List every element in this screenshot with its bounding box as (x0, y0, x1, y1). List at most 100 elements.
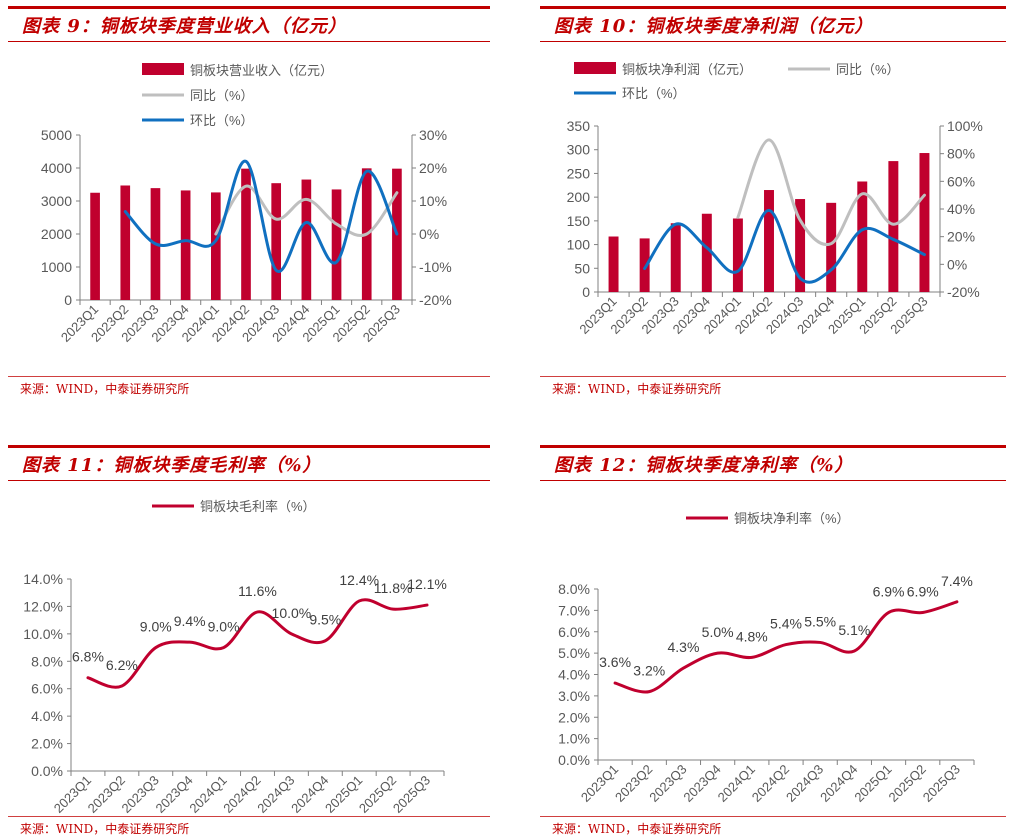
y-tick-label: 50 (574, 260, 590, 276)
x-tick-label: 2024Q4 (817, 762, 860, 805)
title-underline (540, 480, 1006, 481)
bar-2023Q4 (701, 213, 712, 292)
title-top-rule (540, 6, 1006, 9)
x-tick-label: 2023Q2 (612, 762, 655, 805)
qoq-line (643, 208, 926, 284)
y2-tick-label: 100% (947, 118, 983, 134)
y2-tick-label: -10% (419, 259, 452, 275)
data-label: 5.5% (804, 613, 836, 629)
chart-9-plot: 0 1000 2000 3000 4000 5000 -20% -10% 0% 10% 20% 30%… (41, 63, 452, 345)
legend-swatch-profit (574, 62, 616, 74)
bar-2024Q4 (301, 179, 312, 300)
data-label: 9.4% (174, 613, 206, 629)
y-tick-label: 6.0% (558, 624, 590, 640)
data-label: 6.8% (72, 649, 104, 665)
y-tick-label: 14.0% (23, 571, 63, 587)
bar-2024Q4 (826, 202, 837, 292)
source-rule (540, 816, 1006, 817)
bar-2025Q1 (857, 181, 868, 292)
x-tick-label: 2025Q2 (886, 762, 929, 805)
legend-swatch-revenue (142, 63, 184, 75)
source-note: 来源：WIND，中泰证券研究所 (552, 382, 722, 396)
y2-tick-label: 40% (947, 201, 975, 217)
legend-label-revenue: 铜板块营业收入（亿元） (190, 63, 333, 78)
title-top-rule (8, 445, 490, 448)
source-note: 来源：WIND，中泰证券研究所 (20, 822, 190, 836)
data-label: 3.6% (599, 654, 631, 670)
bar-2023Q1 (90, 192, 100, 300)
data-label: 6.9% (873, 584, 905, 600)
y-tick-label: 350 (567, 118, 591, 134)
y-tick-label: 100 (567, 237, 591, 253)
y-tick-label: 2000 (41, 226, 72, 242)
data-label: 11.8% (374, 580, 413, 596)
data-label: 6.2% (106, 657, 138, 673)
y2-tick-label: -20% (947, 284, 980, 300)
y-tick-label: 3000 (41, 193, 72, 209)
data-label: 12.4% (339, 572, 379, 588)
data-label: 12.1% (407, 576, 447, 592)
legend-label-qoq: 环比（%） (190, 113, 254, 128)
chart-title: 图表 11：铜板块季度毛利率（%） (22, 455, 322, 476)
legend-label-yoy: 同比（%） (190, 88, 254, 103)
legend-label: 铜板块净利率（%） (734, 511, 850, 526)
y-tick-label: 0.0% (31, 763, 63, 779)
bar-2025Q3 (919, 153, 930, 292)
y2-tick-label: 0% (419, 226, 439, 242)
bar-2024Q2 (764, 190, 774, 292)
y-tick-label: 4000 (41, 160, 72, 176)
qoq-line (123, 159, 399, 273)
source-note: 来源：WIND，中泰证券研究所 (552, 822, 722, 836)
bar-2024Q3 (795, 199, 806, 292)
y-tick-label: 5.0% (558, 645, 590, 661)
y-tick-label: 2.0% (31, 736, 63, 752)
y-tick-label: 300 (567, 142, 591, 158)
source-note: 来源：WIND，中泰证券研究所 (20, 382, 190, 396)
y2-tick-label: 20% (419, 160, 447, 176)
data-label: 7.4% (941, 573, 973, 589)
bar-2024Q1 (210, 192, 221, 300)
bar-2025Q1 (331, 189, 342, 300)
y-tick-label: 7.0% (558, 602, 590, 618)
y-tick-label: 0.0% (558, 752, 590, 768)
data-label: 9.5% (309, 612, 341, 628)
x-tick-label: 2025Q1 (851, 762, 894, 805)
panel-chart-11: 图表 11：铜板块季度毛利率（%） 0.0% 2.0% 4.0% 6.0% 8.0% 10… (8, 445, 490, 837)
bar-2024Q1 (732, 218, 743, 292)
y2-tick-label: 80% (947, 146, 975, 162)
data-label: 3.2% (633, 663, 665, 679)
y-tick-label: 4.0% (31, 708, 63, 724)
y2-tick-label: 30% (419, 127, 447, 143)
data-label: 4.8% (736, 628, 768, 644)
data-label: 5.1% (838, 622, 870, 638)
y-tick-label: 12.0% (23, 598, 63, 614)
bar-2023Q4 (180, 190, 191, 300)
bar-2024Q3 (271, 183, 282, 300)
data-label: 11.6% (238, 583, 277, 599)
source-rule (8, 816, 490, 817)
y-tick-label: 0 (64, 292, 72, 308)
data-label: 9.0% (208, 619, 240, 635)
x-tick-label: 2023Q3 (646, 762, 689, 805)
chart-title: 图表 9：铜板块季度营业收入（亿元） (22, 16, 347, 37)
panel-chart-10: 图表 10：铜板块季度净利润（亿元） 0 50 100 150 200 250 300 350… (540, 6, 1006, 406)
title-underline (540, 41, 1006, 42)
panel-chart-9: 图表 9：铜板块季度营业收入（亿元） 0 1000 2000 3000 4000 5000… (8, 6, 490, 406)
y-tick-label: 4.0% (558, 667, 590, 683)
x-tick-label: 2024Q2 (749, 762, 792, 805)
chart-12-plot: 0.0% 1.0% 2.0% 3.0% 4.0% 5.0% 6.0% 7.0% 8.0% 2023… (558, 511, 975, 805)
margin-line (86, 598, 429, 689)
data-label: 5.0% (702, 624, 734, 640)
chart-10-plot: 0 50 100 150 200 250 300 350 -20% 0% 20% 40% 60% 80% 1… (567, 62, 983, 337)
y-tick-label: 10.0% (23, 626, 63, 642)
data-label: 6.9% (907, 584, 939, 600)
bar-2023Q2 (120, 185, 131, 300)
legend-label-yoy: 同比（%） (836, 62, 900, 77)
y-tick-label: 5000 (41, 127, 72, 143)
source-rule (8, 376, 490, 377)
bar-2024Q2 (241, 168, 251, 300)
x-tick-label: 2025Q3 (920, 762, 963, 805)
legend-label: 铜板块毛利率（%） (200, 499, 316, 514)
y2-tick-label: 20% (947, 229, 975, 245)
chart-title: 图表 10：铜板块季度净利润（亿元） (554, 16, 874, 37)
